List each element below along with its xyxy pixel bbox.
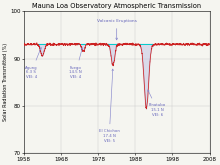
Title: Mauna Loa Observatory Atmospheric Transmission: Mauna Loa Observatory Atmospheric Transm… xyxy=(32,3,201,9)
Text: Volcanic Eruptions: Volcanic Eruptions xyxy=(97,19,137,40)
Text: El Chichon
17.4 N
VEI: 5: El Chichon 17.4 N VEI: 5 xyxy=(99,69,120,143)
Text: Fuego
14.5 N
VEI: 4: Fuego 14.5 N VEI: 4 xyxy=(70,48,83,79)
Text: Agung
6.3 S
VEI: 4: Agung 6.3 S VEI: 4 xyxy=(25,48,41,79)
Text: Pinatubo
15.1 N
VEI: 6: Pinatubo 15.1 N VEI: 6 xyxy=(148,90,166,117)
Y-axis label: Solar Radiation Transmitted (%): Solar Radiation Transmitted (%) xyxy=(4,43,9,121)
